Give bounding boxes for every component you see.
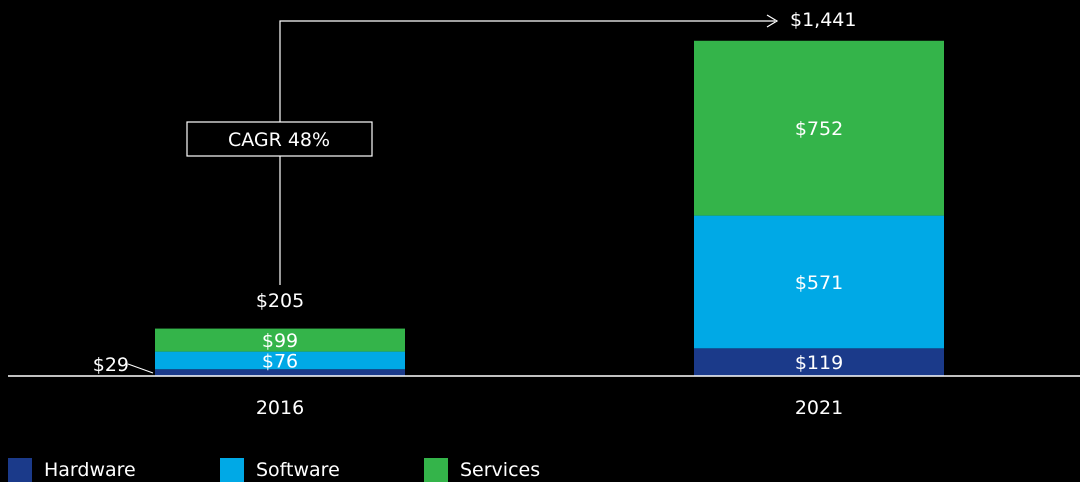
x-tick-label-2021: 2021 [795, 397, 843, 419]
legend-label-software: Software [256, 459, 340, 481]
data-label-hardware-2021: $119 [795, 352, 843, 374]
data-label-software-2016: $76 [262, 350, 298, 372]
cagr-annotation-box [186, 121, 373, 157]
legend-item-services: Services [424, 458, 540, 482]
legend-item-software: Software [220, 458, 340, 482]
legend-label-hardware: Hardware [44, 459, 136, 481]
growth-arrow-head [766, 14, 779, 28]
bar-hardware-2021 [694, 348, 944, 376]
cagr-annotation-label: CAGR 48% [228, 129, 330, 151]
legend-swatch-services [424, 458, 448, 482]
legend-item-hardware: Hardware [8, 458, 136, 482]
total-label-2021: $1,441 [790, 9, 856, 31]
x-tick-label-2016: 2016 [256, 397, 304, 419]
legend: Hardware Software Services [0, 458, 1080, 482]
bar-software-2021 [694, 215, 944, 349]
total-label-2016: $205 [256, 290, 304, 312]
growth-arrow-line [279, 20, 775, 285]
bar-services-2016 [155, 328, 405, 352]
legend-label-services: Services [460, 459, 541, 481]
data-label-services-2016: $99 [262, 330, 298, 352]
data-label-hardware-2016: $29 [93, 354, 129, 376]
data-label-services-2021: $752 [795, 118, 843, 140]
bar-services-2021 [694, 40, 944, 216]
legend-swatch-software [220, 458, 244, 482]
legend-swatch-hardware [8, 458, 32, 482]
bar-software-2016 [155, 351, 405, 370]
hardware-2016-leader-line [127, 363, 154, 374]
data-label-software-2021: $571 [795, 272, 843, 294]
bar-hardware-2016 [155, 369, 405, 376]
bars-group: $29 $76$99 $119 $571 $752 [93, 40, 944, 376]
